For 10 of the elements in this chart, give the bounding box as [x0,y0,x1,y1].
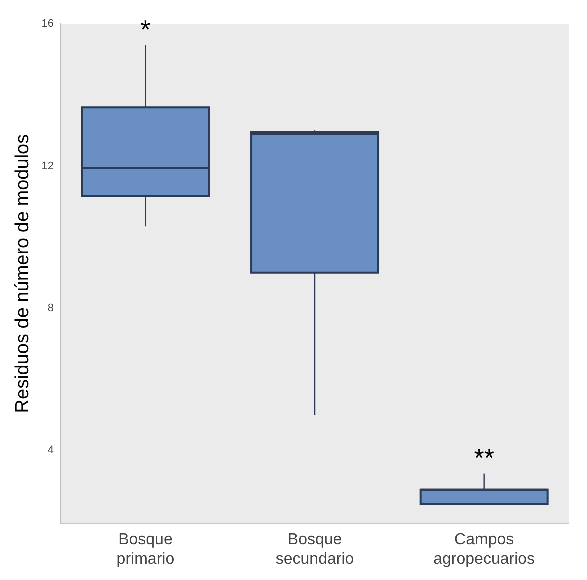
x-tick-label: Bosque primario [116,532,175,568]
y-tick-label: 8 [48,302,54,314]
y-tick-label: 4 [48,444,54,457]
y-tick-label: 16 [42,18,54,30]
y-tick-label: 12 [42,160,54,172]
x-tick-label: Bosque secundario [276,532,354,568]
y-axis-title: Residuos de número de modulos [12,134,34,414]
x-tick-label: Campos agropecuarios [434,532,536,568]
annotation: ** [474,442,494,473]
annotation: * [140,14,151,45]
